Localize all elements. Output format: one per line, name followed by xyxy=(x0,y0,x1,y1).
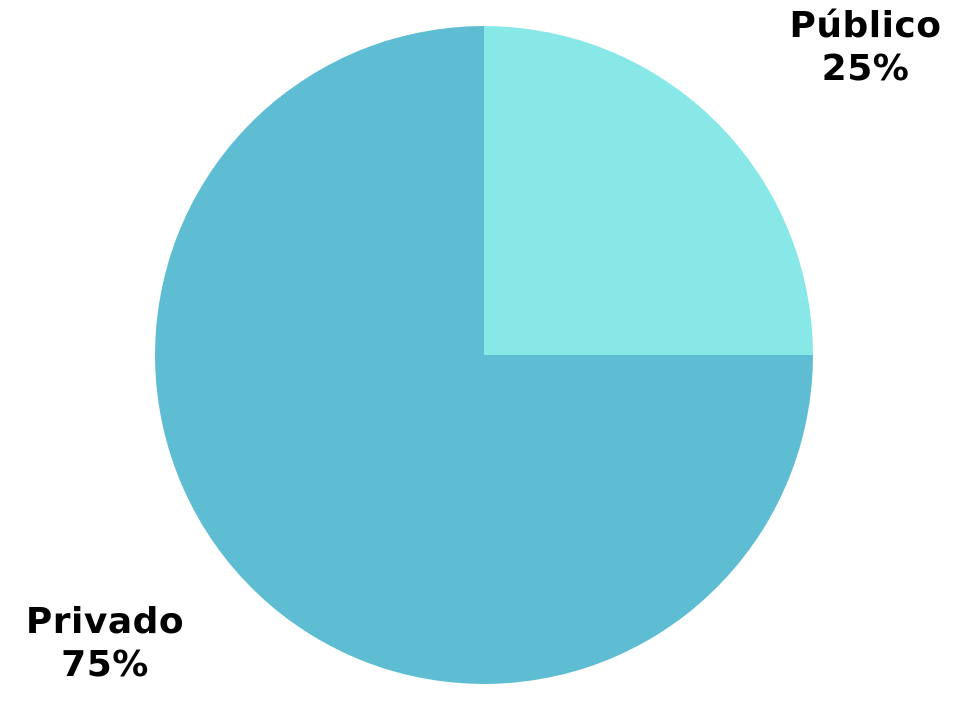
slice-value-publico: 25% xyxy=(821,48,910,90)
pie-slice-publico xyxy=(484,26,813,355)
pie-slice-privado xyxy=(155,26,813,684)
slice-name-publico: Público xyxy=(789,5,942,46)
slice-name-privado: Privado xyxy=(25,601,185,642)
slice-label-privado: Privado 75% xyxy=(15,600,195,686)
pie-slices xyxy=(155,26,813,684)
slice-label-publico: Público 25% xyxy=(778,4,953,90)
slice-value-privado: 75% xyxy=(61,644,149,686)
